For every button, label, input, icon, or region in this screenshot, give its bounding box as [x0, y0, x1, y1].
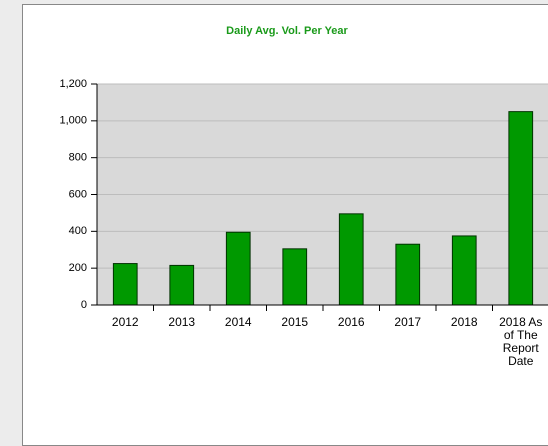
- y-tick-label: 600: [69, 188, 87, 200]
- bar: [282, 248, 308, 306]
- y-tick-label: 400: [69, 225, 87, 237]
- page: {"chart_data": {"type": "bar", "title": …: [22, 4, 548, 446]
- y-tick-label: 0: [81, 299, 87, 311]
- x-tick-label: 2017: [394, 315, 422, 329]
- chart-title: Daily Avg. Vol. Per Year: [226, 25, 348, 37]
- x-tick-label: 2018: [450, 315, 478, 329]
- bar: [395, 243, 421, 306]
- x-tick-label: 2014: [224, 315, 252, 329]
- bar: [508, 111, 534, 306]
- y-tick-label: 1,200: [59, 78, 87, 90]
- chart: Daily Avg. Vol. Per Year 0 200 400 600 800 1,…: [59, 25, 548, 311]
- x-tick-label: 2013: [168, 315, 196, 329]
- x-tick-label: 2016: [337, 315, 365, 329]
- x-tick-label: 2012: [111, 315, 139, 329]
- y-tick-label: 200: [69, 262, 87, 274]
- x-tick-label: 2018 As of The Report Date: [499, 315, 543, 368]
- y-tick-label: 1,000: [59, 115, 87, 127]
- x-tick-label: 2015: [281, 315, 309, 329]
- bar: [225, 231, 251, 306]
- y-tick-label: 800: [69, 152, 87, 164]
- bar: [451, 235, 477, 306]
- bar: [169, 264, 195, 306]
- bar: [112, 263, 138, 306]
- bar: [338, 213, 364, 306]
